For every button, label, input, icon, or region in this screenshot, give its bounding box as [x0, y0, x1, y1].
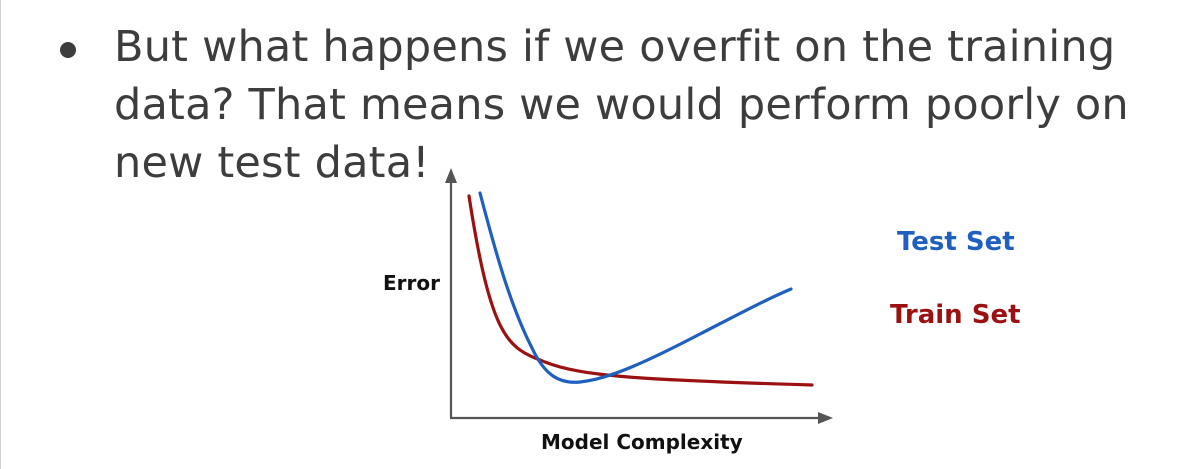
- bullet-line-2: data? That means we would perform poorly…: [114, 80, 1129, 130]
- bullet-line-1: But what happens if we overfit on the tr…: [114, 22, 1116, 72]
- bullet-text: But what happens if we overfit on the tr…: [114, 18, 1144, 192]
- y-axis-arrowhead: [445, 168, 457, 183]
- train-set-curve: [467, 194, 814, 387]
- x-axis-arrowhead: [818, 412, 833, 424]
- bullet-icon: [60, 42, 76, 58]
- legend-train-set: Train Set: [890, 300, 1021, 330]
- test-set-curve: [478, 191, 793, 384]
- bullet-line-3: new test data!: [114, 138, 430, 188]
- x-axis-label: Model Complexity: [541, 430, 743, 454]
- legend-test-set: Test Set: [897, 227, 1015, 257]
- slide-left-border: [0, 0, 1, 469]
- y-axis-label: Error: [383, 271, 440, 295]
